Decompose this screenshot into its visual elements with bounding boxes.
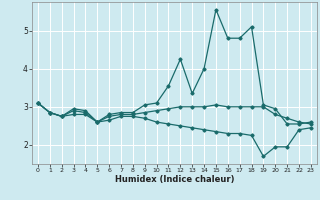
X-axis label: Humidex (Indice chaleur): Humidex (Indice chaleur) bbox=[115, 175, 234, 184]
